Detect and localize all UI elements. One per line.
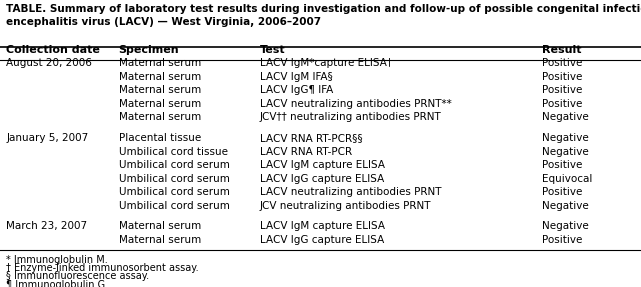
Text: Umbilical cord serum: Umbilical cord serum (119, 187, 229, 197)
Text: LACV IgG¶ IFA: LACV IgG¶ IFA (260, 85, 333, 95)
Text: LACV IgM capture ELISA: LACV IgM capture ELISA (260, 222, 385, 232)
Text: Umbilical cord tissue: Umbilical cord tissue (119, 147, 228, 157)
Text: § Immunofluorescence assay.: § Immunofluorescence assay. (6, 272, 149, 281)
Text: Positive: Positive (542, 99, 582, 109)
Text: LACV IgG capture ELISA: LACV IgG capture ELISA (260, 174, 384, 184)
Text: Maternal serum: Maternal serum (119, 58, 201, 68)
Text: LACV IgM capture ELISA: LACV IgM capture ELISA (260, 160, 385, 170)
Text: Maternal serum: Maternal serum (119, 222, 201, 232)
Text: Maternal serum: Maternal serum (119, 235, 201, 245)
Text: Maternal serum: Maternal serum (119, 72, 201, 82)
Text: Umbilical cord serum: Umbilical cord serum (119, 201, 229, 211)
Text: LACV neutralizing antibodies PRNT: LACV neutralizing antibodies PRNT (260, 187, 441, 197)
Text: August 20, 2006: August 20, 2006 (6, 58, 92, 68)
Text: LACV IgM IFA§: LACV IgM IFA§ (260, 72, 332, 82)
Text: Maternal serum: Maternal serum (119, 112, 201, 122)
Text: Equivocal: Equivocal (542, 174, 592, 184)
Text: Positive: Positive (542, 235, 582, 245)
Text: Result: Result (542, 45, 581, 55)
Text: Negative: Negative (542, 133, 588, 143)
Text: Umbilical cord serum: Umbilical cord serum (119, 174, 229, 184)
Text: Maternal serum: Maternal serum (119, 99, 201, 109)
Text: Positive: Positive (542, 72, 582, 82)
Text: Positive: Positive (542, 187, 582, 197)
Text: LACV RNA RT-PCR§§: LACV RNA RT-PCR§§ (260, 133, 362, 143)
Text: ¶ Immunoglobulin G.: ¶ Immunoglobulin G. (6, 280, 108, 287)
Text: Test: Test (260, 45, 285, 55)
Text: Negative: Negative (542, 201, 588, 211)
Text: LACV RNA RT-PCR: LACV RNA RT-PCR (260, 147, 352, 157)
Text: Positive: Positive (542, 85, 582, 95)
Text: Collection date: Collection date (6, 45, 100, 55)
Text: LACV IgM*capture ELISA†: LACV IgM*capture ELISA† (260, 58, 392, 68)
Text: LACV IgG capture ELISA: LACV IgG capture ELISA (260, 235, 384, 245)
Text: Negative: Negative (542, 147, 588, 157)
Text: * Immunoglobulin M.: * Immunoglobulin M. (6, 255, 108, 265)
Text: LACV neutralizing antibodies PRNT**: LACV neutralizing antibodies PRNT** (260, 99, 451, 109)
Text: Positive: Positive (542, 58, 582, 68)
Text: † Enzyme-linked immunosorbent assay.: † Enzyme-linked immunosorbent assay. (6, 263, 199, 273)
Text: Umbilical cord serum: Umbilical cord serum (119, 160, 229, 170)
Text: JCV neutralizing antibodies PRNT: JCV neutralizing antibodies PRNT (260, 201, 431, 211)
Text: January 5, 2007: January 5, 2007 (6, 133, 88, 143)
Text: March 23, 2007: March 23, 2007 (6, 222, 88, 232)
Text: Maternal serum: Maternal serum (119, 85, 201, 95)
Text: Negative: Negative (542, 222, 588, 232)
Text: JCV†† neutralizing antibodies PRNT: JCV†† neutralizing antibodies PRNT (260, 112, 442, 122)
Text: Negative: Negative (542, 112, 588, 122)
Text: Placental tissue: Placental tissue (119, 133, 201, 143)
Text: Specimen: Specimen (119, 45, 179, 55)
Text: Positive: Positive (542, 160, 582, 170)
Text: TABLE. Summary of laboratory test results during investigation and follow-up of : TABLE. Summary of laboratory test result… (6, 4, 641, 27)
